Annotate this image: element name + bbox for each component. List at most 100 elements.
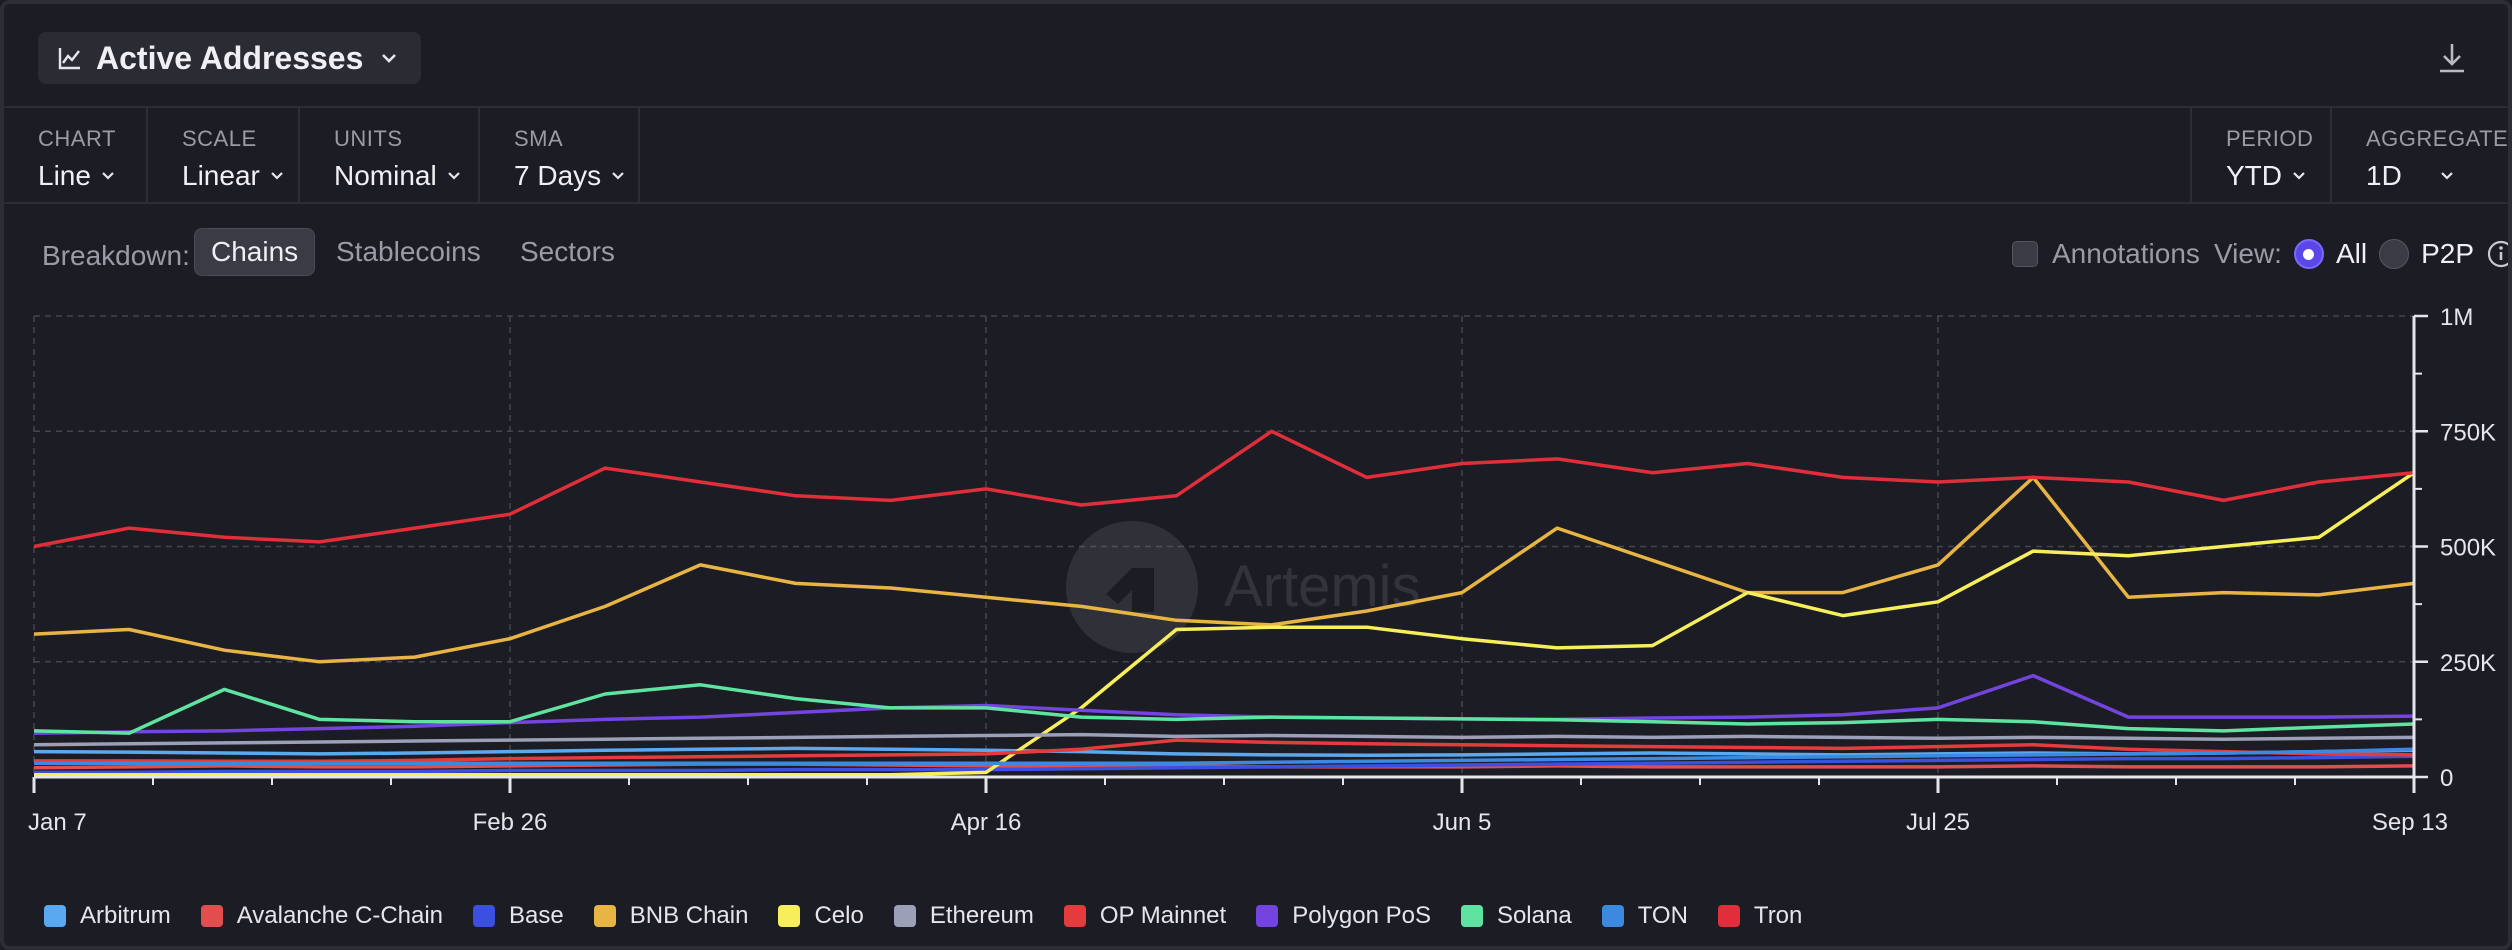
aggregate-dropdown[interactable]: 1D <box>2366 160 2508 192</box>
scale-control[interactable]: SCALE Linear <box>148 108 300 204</box>
legend-item-celo[interactable]: Celo <box>778 902 864 930</box>
y-axis-labels: 0 250K 500K 750K 1M <box>2440 304 2496 792</box>
legend-label: Ethereum <box>929 902 1034 929</box>
y-tick-label: 750K <box>2440 419 2496 446</box>
period-dropdown[interactable]: YTD <box>2226 160 2330 192</box>
chart-legend: Arbitrum Avalanche C-Chain Base BNB Chain Ce… <box>44 902 1832 930</box>
legend-item-ethereum[interactable]: Ethereum <box>893 902 1034 930</box>
scale-value: Linear <box>182 160 260 191</box>
info-icon[interactable] <box>2486 239 2512 269</box>
legend-item-polygon-pos[interactable]: Polygon PoS <box>1256 902 1431 930</box>
tab-chains[interactable]: Chains <box>194 228 316 276</box>
legend-swatch <box>893 905 916 927</box>
artemis-logo-mark <box>1106 568 1154 612</box>
period-control[interactable]: PERIOD YTD <box>2190 108 2330 204</box>
y-tick-label: 1M <box>2440 304 2473 331</box>
breakdown-row: Breakdown: Chains Stablecoins Sectors An… <box>4 204 2508 300</box>
legend-swatch <box>200 905 223 927</box>
chevron-down-icon <box>375 44 403 72</box>
active-addresses-chart: Artemis Jan 7 Feb 26 Apr 16 Jun 5 Jul 25 Sep … <box>28 304 2496 836</box>
legend-swatch <box>473 905 496 927</box>
series-line-ton[interactable] <box>34 747 2415 765</box>
chevron-down-icon <box>271 172 283 180</box>
legend-swatch <box>1601 905 1624 927</box>
legend-item-base[interactable]: Base <box>473 902 564 930</box>
series-line-arbitrum[interactable] <box>33 746 2415 758</box>
units-value: Nominal <box>334 160 437 191</box>
sma-value: 7 Days <box>514 160 602 191</box>
series-line-op-mainnet[interactable] <box>34 738 2415 764</box>
legend-item-ton[interactable]: TON <box>1601 902 1688 930</box>
metric-selector[interactable]: Active Addresses <box>38 32 422 84</box>
x-tick-label: Apr 16 <box>951 809 1022 836</box>
view-all-label: All <box>2335 238 2368 269</box>
tab-stablecoins[interactable]: Stablecoins <box>336 236 481 267</box>
y-tick-label: 0 <box>2440 765 2453 792</box>
chart-grid <box>33 315 2415 777</box>
series-line-base[interactable] <box>34 754 2415 775</box>
breakdown-label: Breakdown: <box>42 240 190 271</box>
sma-caption: SMA <box>514 126 564 151</box>
aggregate-control[interactable]: AGGREGATE 1D <box>2330 108 2509 204</box>
x-tick-label: Jul 25 <box>1906 809 1970 836</box>
legend-item-avalanche-c-chain[interactable]: Avalanche C-Chain <box>200 902 443 930</box>
series-line-tron[interactable] <box>33 429 2415 549</box>
sma-dropdown[interactable]: 7 Days <box>514 160 638 192</box>
series-line-ethereum[interactable] <box>33 732 2415 747</box>
chart-axes <box>32 314 2428 793</box>
annotations-toggle[interactable]: Annotations <box>2012 238 2200 270</box>
tab-sectors[interactable]: Sectors <box>520 236 615 267</box>
view-label: View: <box>2214 238 2282 269</box>
legend-label: OP Mainnet <box>1099 902 1227 929</box>
line-chart-icon <box>56 44 84 72</box>
chevron-down-icon <box>2293 172 2305 180</box>
legend-swatch <box>593 905 616 927</box>
download-icon[interactable] <box>2432 38 2472 78</box>
view-selector: View: All P2P <box>2214 238 2512 270</box>
chart-type-caption: CHART <box>38 126 116 151</box>
view-all-radio[interactable] <box>2293 239 2324 269</box>
legend-label: Base <box>509 902 564 929</box>
y-tick-label: 500K <box>2440 535 2496 562</box>
x-tick-label: Jan 7 <box>28 809 87 836</box>
units-caption: UNITS <box>334 126 403 151</box>
series-line-bnb-chain[interactable] <box>33 475 2415 664</box>
metric-title: Active Addresses <box>96 39 364 76</box>
series-line-polygon-pos[interactable] <box>33 673 2415 735</box>
aggregate-caption: AGGREGATE <box>2366 126 2509 151</box>
artemis-watermark: Artemis <box>1066 521 1421 653</box>
x-tick-label: Feb 26 <box>473 809 548 836</box>
chart-type-dropdown[interactable]: Line <box>38 160 146 192</box>
legend-swatch <box>1256 905 1279 927</box>
chart-type-control[interactable]: CHART Line <box>4 108 148 204</box>
series-line-celo[interactable] <box>34 471 2415 777</box>
chart-controls: CHART Line SCALE Linear UNITS Nominal SM… <box>4 108 2508 204</box>
legend-swatch <box>44 905 66 927</box>
legend-label: TON <box>1637 902 1688 929</box>
sma-control[interactable]: SMA 7 Days <box>480 108 640 204</box>
legend-item-tron[interactable]: Tron <box>1717 902 1802 930</box>
x-tick-label: Sep 13 <box>2372 809 2448 836</box>
legend-item-op-mainnet[interactable]: OP Mainnet <box>1063 902 1227 930</box>
period-value: YTD <box>2226 160 2282 191</box>
x-tick-label: Jun 5 <box>1433 809 1492 836</box>
view-p2p-label: P2P <box>2421 238 2475 269</box>
chevron-down-icon <box>447 172 460 180</box>
units-dropdown[interactable]: Nominal <box>334 160 478 192</box>
legend-swatch <box>1717 905 1740 927</box>
scale-dropdown[interactable]: Linear <box>182 160 298 192</box>
x-axis-labels: Jan 7 Feb 26 Apr 16 Jun 5 Jul 25 Sep 13 <box>28 809 2448 836</box>
units-control[interactable]: UNITS Nominal <box>300 108 480 204</box>
legend-item-bnb-chain[interactable]: BNB Chain <box>593 902 748 930</box>
legend-label: Polygon PoS <box>1292 902 1431 929</box>
chevron-down-icon <box>612 172 624 180</box>
aggregate-value: 1D <box>2366 160 2402 191</box>
series-line-solana[interactable] <box>33 683 2415 735</box>
legend-item-solana[interactable]: Solana <box>1460 902 1572 930</box>
legend-item-arbitrum[interactable]: Arbitrum <box>44 902 171 930</box>
legend-swatch <box>1460 905 1483 927</box>
annotations-checkbox[interactable] <box>2012 241 2038 267</box>
scale-caption: SCALE <box>182 126 257 151</box>
view-p2p-radio[interactable] <box>2379 239 2410 269</box>
legend-label: Arbitrum <box>80 902 171 929</box>
